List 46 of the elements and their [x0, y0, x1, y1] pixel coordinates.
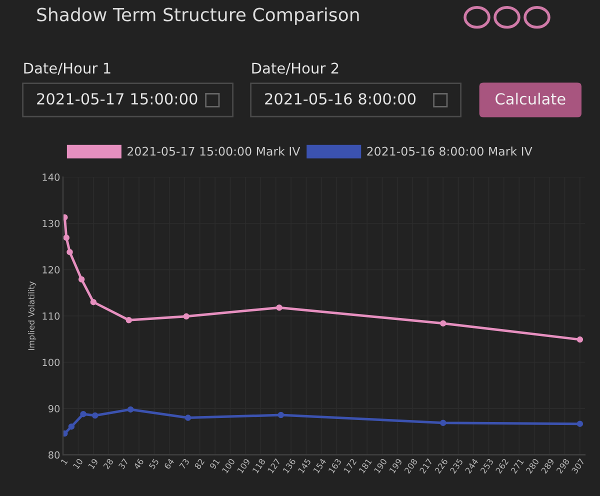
point: [576, 336, 584, 343]
chart-title: Shadow Term Structure Comparison: [37, 7, 359, 25]
x-tick-label: 10: [72, 458, 84, 470]
y-tick-label: 90: [48, 405, 60, 412]
point: [440, 320, 446, 326]
x-tick-label: 19: [88, 458, 98, 470]
point: [63, 234, 70, 241]
point: [126, 316, 132, 324]
text: Calculate: [496, 92, 566, 105]
text: Date/Hour 1: [24, 62, 110, 75]
point: [80, 410, 86, 418]
y-tick-label: 130: [42, 220, 60, 228]
x-tick-label: 55: [148, 458, 160, 470]
point: [276, 304, 282, 311]
x-tick-label: 37: [118, 458, 129, 470]
point: [183, 313, 190, 320]
text: Date/Hour 2: [252, 62, 338, 75]
y-tick-label: 110: [42, 312, 60, 320]
y-tick-label: 140: [42, 174, 60, 181]
y-tick-label: 100: [42, 358, 60, 366]
point: [278, 412, 284, 418]
x-tick-label: 82: [194, 458, 205, 470]
y-tick-label: 80: [48, 451, 60, 459]
legend-label: 2021-05-17 15:00:00 Mark IV: [128, 146, 300, 156]
point: [68, 423, 75, 430]
point: [440, 420, 446, 426]
x-tick-label: 64: [164, 458, 174, 470]
point: [66, 248, 73, 256]
point: [78, 276, 85, 283]
point: [90, 298, 97, 306]
legend-label: 2021-05-16 8:00:00 Mark IV: [367, 146, 532, 156]
x-tick-label: 181: [358, 458, 372, 474]
x-tick-label: 1: [60, 458, 68, 465]
x-tick-label: 28: [103, 458, 114, 470]
y-tick-label: 120: [42, 266, 60, 274]
x-tick-label: 271: [510, 458, 524, 474]
text: 2021-05-17 15:00:00: [37, 93, 198, 105]
y-axis-title: Implied Volatility: [28, 281, 36, 350]
point: [184, 414, 192, 421]
x-tick-label: 46: [133, 458, 144, 470]
point: [127, 406, 134, 413]
x-tick-label: 91: [209, 458, 220, 470]
text: 2021-05-16 8:00:00: [265, 93, 416, 105]
point: [576, 420, 584, 427]
x-tick-label: 73: [179, 458, 190, 470]
point: [92, 412, 98, 419]
